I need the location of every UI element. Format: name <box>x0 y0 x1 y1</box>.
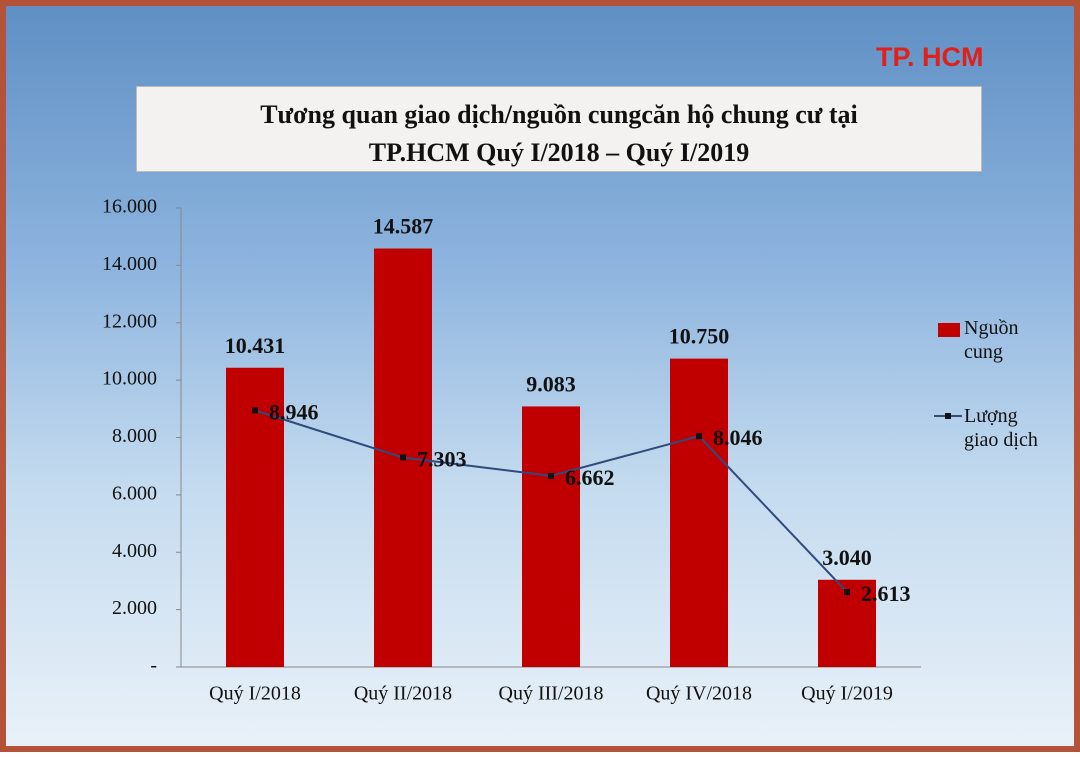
data-label: 9.083 <box>526 371 576 396</box>
line-marker <box>844 589 850 596</box>
line-marker <box>696 433 702 440</box>
chart-title: Tương quan giao dịch/nguồn cungcăn hộ ch… <box>136 86 982 172</box>
data-label: 3.040 <box>822 545 872 570</box>
line-marker <box>548 472 554 479</box>
legend-entry: Lượng giao dịch <box>964 405 1038 451</box>
bar <box>522 406 580 667</box>
data-label: 10.750 <box>669 324 730 349</box>
y-tick-label: 6.000 <box>112 482 157 504</box>
y-tick-label: 14.000 <box>102 253 157 275</box>
bar <box>670 358 728 667</box>
data-label: 14.587 <box>373 214 434 239</box>
x-tick-label: Quý I/2018 <box>209 683 301 705</box>
legend-swatch <box>938 323 960 337</box>
x-tick-label: Quý III/2018 <box>499 683 604 705</box>
y-tick-label: 8.000 <box>112 425 157 447</box>
data-label: 7.303 <box>417 447 467 472</box>
y-tick-label: 10.000 <box>102 368 157 390</box>
data-label: 2.613 <box>861 581 911 606</box>
plot: - 2.000 4.000 6.000 8.000 10.000 12.000 14.000 1… <box>102 196 921 705</box>
x-tick-label: Quý I/2019 <box>801 683 893 705</box>
y-tick-label: 16.000 <box>102 196 157 218</box>
legend-entry: Nguồn cung <box>964 317 1019 363</box>
data-label: 10.431 <box>225 333 286 358</box>
line-marker <box>400 454 406 461</box>
legend-swatch <box>934 413 962 419</box>
y-tick-label: 2.000 <box>112 597 157 619</box>
y-tick-label: - <box>150 655 157 677</box>
data-label: 8.946 <box>269 399 319 424</box>
x-tick-label: Quý II/2018 <box>354 683 452 705</box>
bar <box>226 367 284 667</box>
y-tick-label: 12.000 <box>102 310 157 332</box>
y-tick-label: 4.000 <box>112 540 157 562</box>
data-label: 6.662 <box>565 465 615 490</box>
annotation: TP. HCM <box>876 42 984 72</box>
line-marker <box>252 407 258 414</box>
data-label: 8.046 <box>713 425 763 450</box>
x-tick-label: Quý IV/2018 <box>646 683 752 705</box>
